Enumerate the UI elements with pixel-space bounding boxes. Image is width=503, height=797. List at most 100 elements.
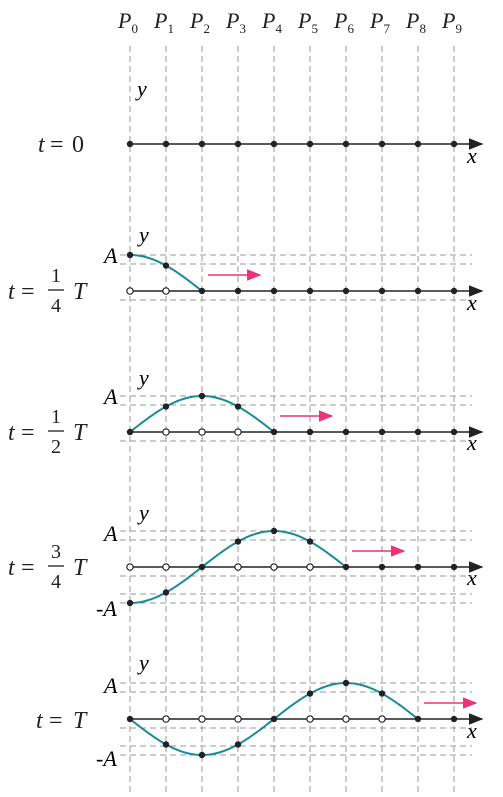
x-axis-label: x	[466, 718, 477, 743]
equilibrium-position-marker	[235, 429, 241, 435]
particle-dot	[343, 680, 349, 686]
equilibrium-position-marker	[235, 564, 241, 570]
particle-dot	[343, 141, 349, 147]
panel-graphics	[127, 141, 482, 147]
particle-dot	[307, 288, 313, 294]
particle-dot	[163, 589, 169, 595]
svg-text:t: t	[8, 555, 16, 581]
particle-dot	[163, 141, 169, 147]
particle-dot	[163, 741, 169, 747]
equilibrium-position-marker	[163, 429, 169, 435]
particle-dot	[235, 288, 241, 294]
amplitude-label-a: A	[102, 673, 118, 698]
amplitude-label-neg-a: -A	[96, 596, 117, 621]
particle-dot	[127, 141, 133, 147]
svg-text:4: 4	[51, 295, 61, 317]
y-axis-label: y	[137, 650, 149, 675]
particle-dot	[307, 429, 313, 435]
particle-dot	[163, 262, 169, 268]
particle-dot	[415, 288, 421, 294]
amplitude-label-a: A	[102, 384, 118, 409]
equilibrium-position-marker	[127, 564, 133, 570]
y-axis-label: y	[135, 76, 147, 101]
particle-dot	[235, 741, 241, 747]
particle-dot	[271, 288, 277, 294]
x-axis-label: x	[466, 565, 477, 590]
equilibrium-position-marker	[235, 716, 241, 722]
point-label-p3: P3	[225, 8, 246, 36]
equilibrium-position-marker	[271, 564, 277, 570]
particle-dot	[379, 141, 385, 147]
svg-text:t: t	[8, 279, 16, 305]
panel-t34: y A -A t = 3 4 T x	[8, 500, 482, 621]
amplitude-label-a: A	[102, 521, 118, 546]
panel-graphics	[120, 252, 482, 300]
particle-dot	[199, 564, 205, 570]
y-axis-label: y	[137, 222, 149, 247]
particle-dot	[451, 716, 457, 722]
particle-dot	[235, 403, 241, 409]
svg-text:T: T	[73, 420, 88, 446]
panel-t0: y t = 0 x	[38, 76, 482, 168]
point-label-p1: P1	[153, 8, 174, 36]
panel-graphics	[120, 680, 482, 758]
particle-dot	[127, 429, 133, 435]
svg-text:t: t	[8, 420, 16, 446]
equilibrium-position-marker	[199, 429, 205, 435]
svg-text:=: =	[21, 555, 35, 581]
point-labels: P0 P1 P2 P3 P4 P5 P6 P7 P8 P9	[117, 8, 462, 36]
panel-graphics	[120, 528, 482, 606]
particle-dot	[235, 141, 241, 147]
point-label-p8: P8	[405, 8, 426, 36]
vertical-guide-lines	[130, 46, 454, 792]
svg-text:=: =	[49, 708, 63, 734]
svg-text:0: 0	[72, 132, 84, 158]
point-label-p9: P9	[441, 8, 462, 36]
particle-dot	[271, 716, 277, 722]
particle-dot	[307, 538, 313, 544]
x-axis-label: x	[466, 290, 477, 315]
particle-dot	[127, 716, 133, 722]
point-label-p7: P7	[369, 8, 390, 36]
particle-dot	[415, 564, 421, 570]
particle-dot	[127, 252, 133, 258]
particle-dot	[127, 600, 133, 606]
svg-text:=: =	[21, 279, 35, 305]
svg-text:T: T	[73, 279, 88, 305]
particle-dot	[451, 429, 457, 435]
particle-dot	[199, 752, 205, 758]
particle-dot	[199, 141, 205, 147]
particle-dot	[451, 141, 457, 147]
particle-dot	[271, 141, 277, 147]
svg-text:t: t	[36, 708, 44, 734]
y-axis-label: y	[137, 365, 149, 390]
svg-text:T: T	[73, 708, 88, 734]
particle-dot	[163, 403, 169, 409]
time-label-t0: t = 0	[38, 132, 84, 158]
particle-dot	[343, 288, 349, 294]
particle-dot	[271, 429, 277, 435]
particle-dot	[307, 141, 313, 147]
amplitude-label-a: A	[102, 243, 118, 268]
panel-graphics	[120, 393, 482, 441]
point-label-p2: P2	[189, 8, 210, 36]
panel-t1: y A -A t = T x	[36, 650, 482, 771]
equilibrium-position-marker	[163, 288, 169, 294]
x-axis-label: x	[466, 430, 477, 455]
equilibrium-position-marker	[163, 716, 169, 722]
panel-t14: y A t = 1 4 T x	[8, 222, 482, 317]
particle-dot	[343, 564, 349, 570]
particle-dot	[307, 690, 313, 696]
y-axis-label: y	[137, 500, 149, 525]
amplitude-label-neg-a: -A	[96, 746, 117, 771]
particle-dot	[343, 429, 349, 435]
particle-dot	[199, 288, 205, 294]
equilibrium-position-marker	[163, 564, 169, 570]
particle-dot	[379, 564, 385, 570]
x-axis-label: x	[466, 143, 477, 168]
point-label-p6: P6	[333, 8, 354, 36]
svg-text:2: 2	[51, 436, 61, 458]
particle-dot	[415, 141, 421, 147]
svg-text:t: t	[38, 132, 46, 158]
